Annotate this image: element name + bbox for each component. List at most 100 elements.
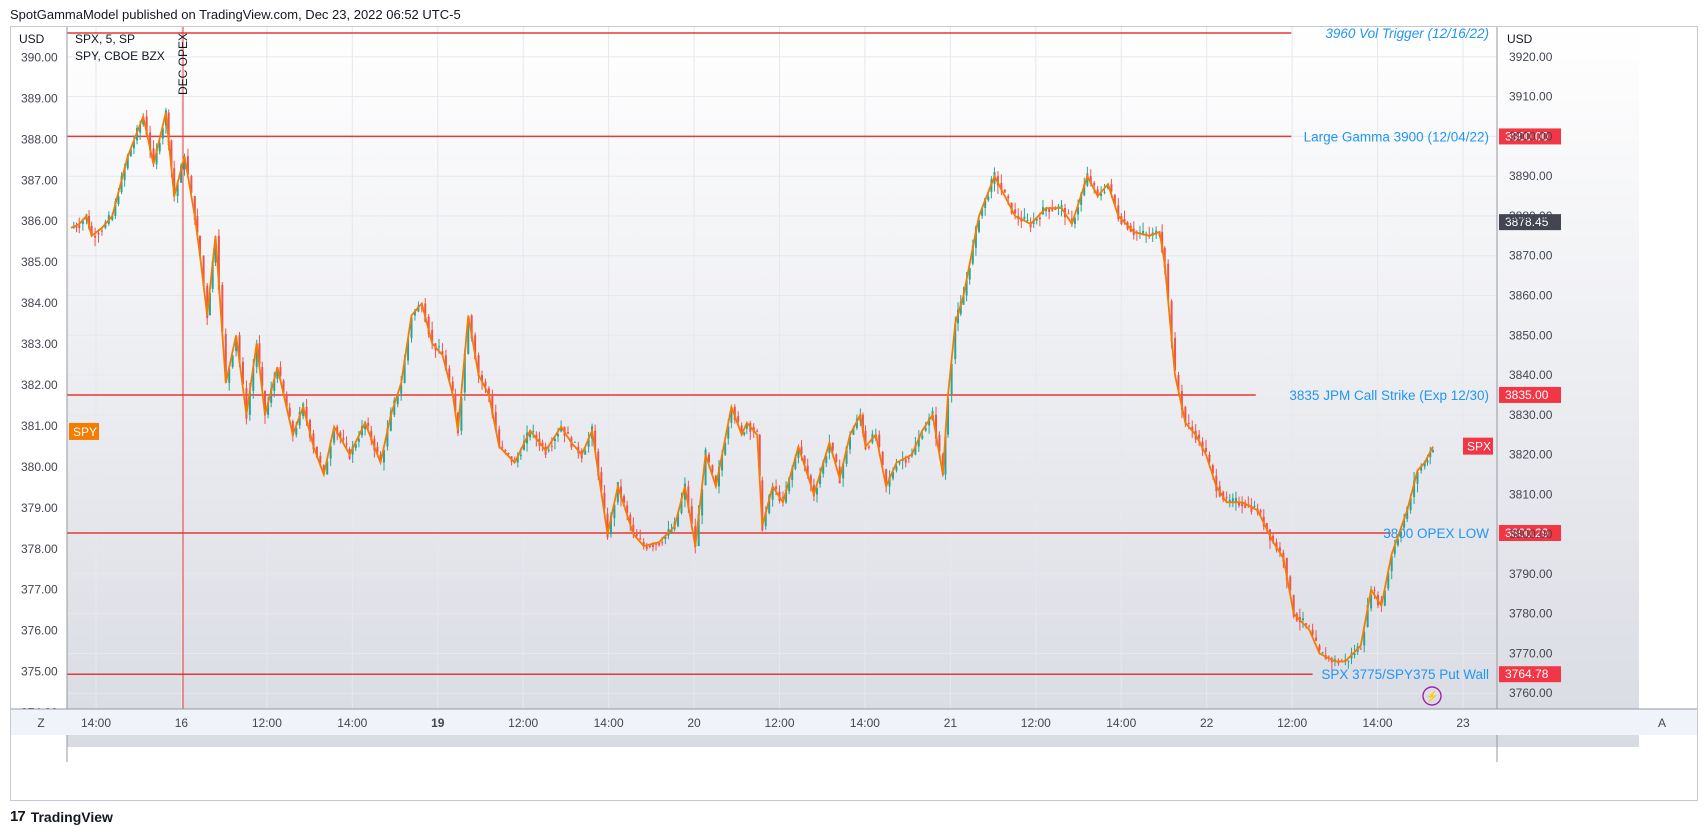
- candle-body: [724, 442, 727, 455]
- candle-body: [954, 323, 957, 360]
- publish-header: SpotGammaModel published on TradingView.…: [10, 7, 461, 22]
- level-badge-text: 3800.29: [1505, 526, 1549, 540]
- candle-body: [438, 346, 441, 348]
- right-tick-label: 3840.00: [1509, 368, 1553, 382]
- candle-body: [183, 159, 186, 170]
- candle-body: [1292, 595, 1295, 617]
- left-tick-label: 380.00: [21, 460, 58, 474]
- candle-body: [1045, 208, 1048, 212]
- candle-body: [714, 475, 717, 484]
- candle-body: [333, 431, 336, 443]
- candle-body: [553, 438, 556, 442]
- candle-body: [704, 449, 707, 486]
- candle-body: [587, 438, 590, 447]
- candle-body: [139, 124, 142, 133]
- candle-body: [881, 451, 884, 466]
- candle-body: [898, 462, 901, 464]
- candle-body: [962, 295, 965, 305]
- candle-body: [974, 227, 977, 248]
- right-tick-label: 3810.00: [1509, 487, 1553, 501]
- candle-body: [367, 422, 370, 427]
- candle-body: [1211, 465, 1214, 474]
- left-tick-label: 375.00: [21, 665, 58, 679]
- candle-body: [1244, 502, 1247, 508]
- candle-body: [737, 416, 740, 422]
- candle-body: [768, 495, 771, 513]
- candle-body: [978, 220, 980, 232]
- candle-body: [357, 438, 360, 442]
- candle-body: [828, 442, 831, 454]
- candle-body: [1413, 480, 1416, 498]
- right-tick-label: 3860.00: [1509, 289, 1553, 303]
- candle-body: [1327, 656, 1330, 658]
- right-tick-label: 3790.00: [1509, 567, 1553, 581]
- candle-body: [170, 140, 173, 169]
- candle-body: [785, 489, 788, 503]
- left-tick-label: 378.00: [21, 542, 58, 556]
- candle-body: [1014, 209, 1017, 214]
- candle-body: [123, 167, 126, 181]
- candle-body: [996, 176, 999, 186]
- candle-body: [717, 467, 720, 487]
- left-tick-label: 381.00: [21, 419, 58, 433]
- candle-body: [761, 480, 764, 531]
- candle-body: [1231, 498, 1234, 503]
- spx-last-price-badge: [1499, 214, 1561, 231]
- candle-body: [935, 414, 938, 439]
- candle-body: [1250, 505, 1253, 512]
- candle-body: [282, 380, 285, 393]
- candle-body: [924, 427, 927, 431]
- candle-body: [803, 456, 806, 464]
- candle-body: [273, 379, 276, 391]
- candle-body: [1117, 205, 1120, 220]
- candle-body: [1387, 572, 1390, 589]
- candle-body: [1215, 475, 1218, 492]
- candle-body: [849, 436, 852, 450]
- left-tick-label: 384.00: [21, 296, 58, 310]
- candle-body: [690, 506, 693, 524]
- candle-body: [1067, 213, 1070, 215]
- candle-body: [775, 486, 778, 490]
- candle-body: [248, 390, 251, 415]
- candle-body: [441, 351, 444, 355]
- candle-body: [645, 546, 648, 549]
- auto-scale-z-button: Z: [37, 716, 44, 730]
- candle-body: [117, 196, 120, 205]
- candle-body: [1409, 497, 1412, 511]
- candle-body: [947, 398, 950, 435]
- candle-body: [370, 430, 373, 441]
- candle-body: [1201, 441, 1204, 451]
- candle-body: [1035, 218, 1038, 221]
- candle-body: [794, 457, 797, 469]
- candle-body: [1113, 194, 1116, 205]
- right-tick-label: 3850.00: [1509, 328, 1553, 342]
- right-unit-label: USD: [1507, 32, 1533, 46]
- footer-brand: TradingView: [30, 808, 113, 825]
- level-badge-text: 3835.00: [1505, 388, 1549, 402]
- price-chart[interactable]: DEC OPEX 3960 Vol Trigger (12/16/22) Large…: [11, 26, 1697, 800]
- candle-body: [756, 430, 759, 432]
- candle-body: [664, 535, 667, 539]
- candle-body: [812, 484, 815, 497]
- candle-body: [501, 446, 504, 448]
- candle-body: [1060, 204, 1063, 209]
- candle-body: [345, 443, 348, 445]
- candle-body: [1208, 454, 1211, 463]
- time-tick-label: 19: [431, 716, 445, 730]
- candle-body: [1142, 230, 1145, 234]
- level-label: SPX 3775/SPY375 Put Wall: [1321, 667, 1489, 682]
- candle-body: [864, 430, 867, 450]
- spy-tag-text: SPY: [73, 425, 97, 439]
- candle-body: [584, 450, 587, 455]
- right-tick-label: 3820.00: [1509, 448, 1553, 462]
- candle-body: [642, 542, 645, 547]
- candle-body: [312, 433, 315, 450]
- lightning-icon-glyph: ⚡: [1425, 690, 1439, 703]
- left-tick-label: 390.00: [21, 50, 58, 64]
- candle-body: [1205, 447, 1207, 452]
- candle-body: [173, 168, 176, 197]
- candle-body: [623, 495, 626, 503]
- candle-body: [619, 486, 622, 498]
- candle-body: [1073, 217, 1076, 224]
- candle-body: [1228, 499, 1231, 503]
